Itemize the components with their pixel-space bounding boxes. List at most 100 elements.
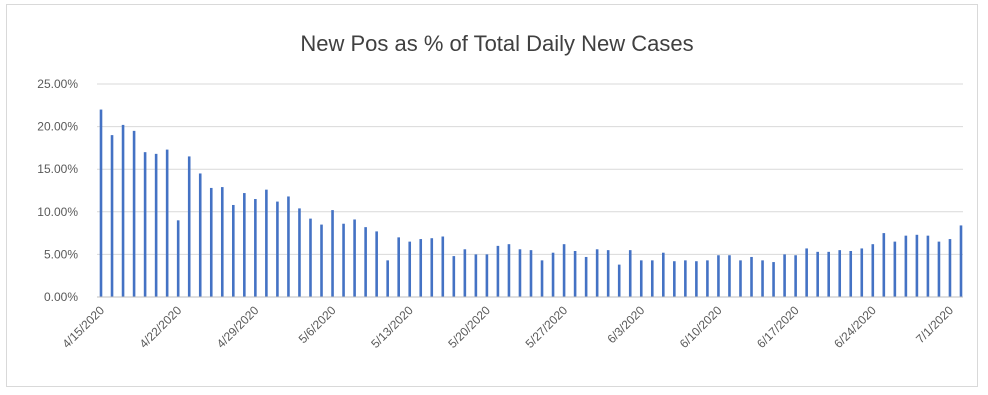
bar bbox=[617, 264, 621, 297]
bar bbox=[639, 260, 643, 297]
bar bbox=[573, 250, 577, 297]
x-tick-label: 4/29/2020 bbox=[214, 303, 262, 351]
bar bbox=[904, 235, 908, 297]
bar bbox=[882, 233, 886, 297]
bar bbox=[562, 244, 566, 297]
bar bbox=[695, 261, 698, 297]
bar bbox=[143, 152, 147, 297]
bar bbox=[309, 218, 312, 297]
bar bbox=[452, 256, 456, 297]
bar bbox=[254, 199, 257, 297]
bar bbox=[287, 196, 290, 297]
bar bbox=[397, 237, 400, 297]
bar bbox=[132, 130, 136, 297]
bar bbox=[783, 254, 786, 297]
bar bbox=[496, 245, 500, 297]
y-tick-label: 25.00% bbox=[37, 77, 78, 91]
bar bbox=[121, 124, 125, 298]
bar bbox=[187, 156, 191, 297]
bar bbox=[662, 252, 665, 297]
gridlines bbox=[97, 83, 963, 255]
bar bbox=[243, 193, 246, 297]
bar bbox=[959, 225, 963, 297]
bar bbox=[915, 234, 919, 297]
bar bbox=[871, 244, 875, 297]
bar bbox=[441, 236, 445, 297]
bar bbox=[507, 244, 511, 297]
bar bbox=[298, 208, 301, 297]
x-tick-label: 4/15/2020 bbox=[59, 303, 107, 351]
bar bbox=[728, 255, 731, 297]
bar bbox=[463, 249, 467, 297]
y-tick-label: 10.00% bbox=[37, 205, 78, 219]
bar bbox=[849, 250, 853, 297]
bar bbox=[364, 227, 367, 297]
bar bbox=[265, 189, 268, 297]
bar bbox=[474, 254, 478, 297]
bar bbox=[154, 153, 158, 297]
y-tick-label: 5.00% bbox=[44, 247, 78, 261]
bar bbox=[276, 201, 279, 297]
bar bbox=[584, 256, 588, 297]
bar bbox=[772, 262, 775, 297]
x-axis-tick-labels: 4/15/2020 4/22/2020 4/29/2020 5/6/2020 5/13/… bbox=[59, 303, 956, 351]
bar bbox=[761, 260, 764, 297]
bar bbox=[893, 241, 897, 297]
x-tick-label: 7/1/2020 bbox=[913, 303, 956, 346]
bar bbox=[684, 260, 687, 297]
bar bbox=[838, 250, 842, 297]
y-tick-label: 20.00% bbox=[37, 120, 78, 134]
bar bbox=[176, 220, 180, 297]
x-tick-label: 6/17/2020 bbox=[754, 303, 802, 351]
bar bbox=[353, 219, 356, 297]
bar bbox=[540, 260, 544, 297]
x-tick-label: 5/20/2020 bbox=[445, 303, 493, 351]
bar bbox=[331, 210, 334, 297]
bar bbox=[717, 255, 720, 297]
x-tick-label: 5/6/2020 bbox=[296, 303, 339, 346]
bar bbox=[750, 256, 753, 297]
bar bbox=[375, 231, 378, 297]
x-tick-label: 6/3/2020 bbox=[604, 303, 647, 346]
bar bbox=[419, 239, 423, 297]
bar bbox=[165, 149, 169, 297]
bar bbox=[706, 260, 709, 297]
bar bbox=[816, 251, 819, 297]
bar bbox=[220, 187, 224, 297]
bar bbox=[794, 255, 797, 297]
x-tick-label: 5/13/2020 bbox=[368, 303, 416, 351]
bar bbox=[551, 252, 555, 297]
bar bbox=[827, 251, 830, 297]
bar bbox=[99, 109, 103, 297]
bar bbox=[518, 249, 522, 297]
x-tick-label: 6/24/2020 bbox=[831, 303, 879, 351]
bar bbox=[926, 235, 930, 297]
bar bbox=[430, 238, 434, 297]
bar bbox=[805, 248, 808, 297]
bar bbox=[628, 250, 632, 297]
bar bbox=[408, 241, 412, 297]
bar bbox=[198, 173, 202, 297]
x-tick-label: 4/22/2020 bbox=[137, 303, 185, 351]
bar bbox=[342, 223, 345, 297]
bar bbox=[110, 135, 114, 297]
bar bbox=[232, 204, 235, 297]
bar bbox=[739, 260, 742, 297]
y-tick-label: 15.00% bbox=[37, 162, 78, 176]
bar bbox=[948, 239, 952, 297]
bar bbox=[529, 250, 533, 297]
bar bbox=[320, 224, 323, 297]
chart-title: New Pos as % of Total Daily New Cases bbox=[300, 31, 693, 56]
x-tick-label: 6/10/2020 bbox=[677, 303, 725, 351]
y-tick-label: 0.00% bbox=[44, 290, 78, 304]
bars bbox=[99, 109, 963, 298]
x-tick-label: 5/27/2020 bbox=[523, 303, 571, 351]
bar bbox=[209, 187, 213, 297]
bar bbox=[485, 254, 489, 297]
bar bbox=[673, 261, 676, 297]
y-axis-tick-labels: 0.00% 5.00% 10.00% 15.00% 20.00% 25.00% bbox=[37, 77, 78, 304]
bar bbox=[937, 241, 941, 297]
bar bbox=[595, 249, 599, 297]
bar bbox=[860, 248, 864, 297]
